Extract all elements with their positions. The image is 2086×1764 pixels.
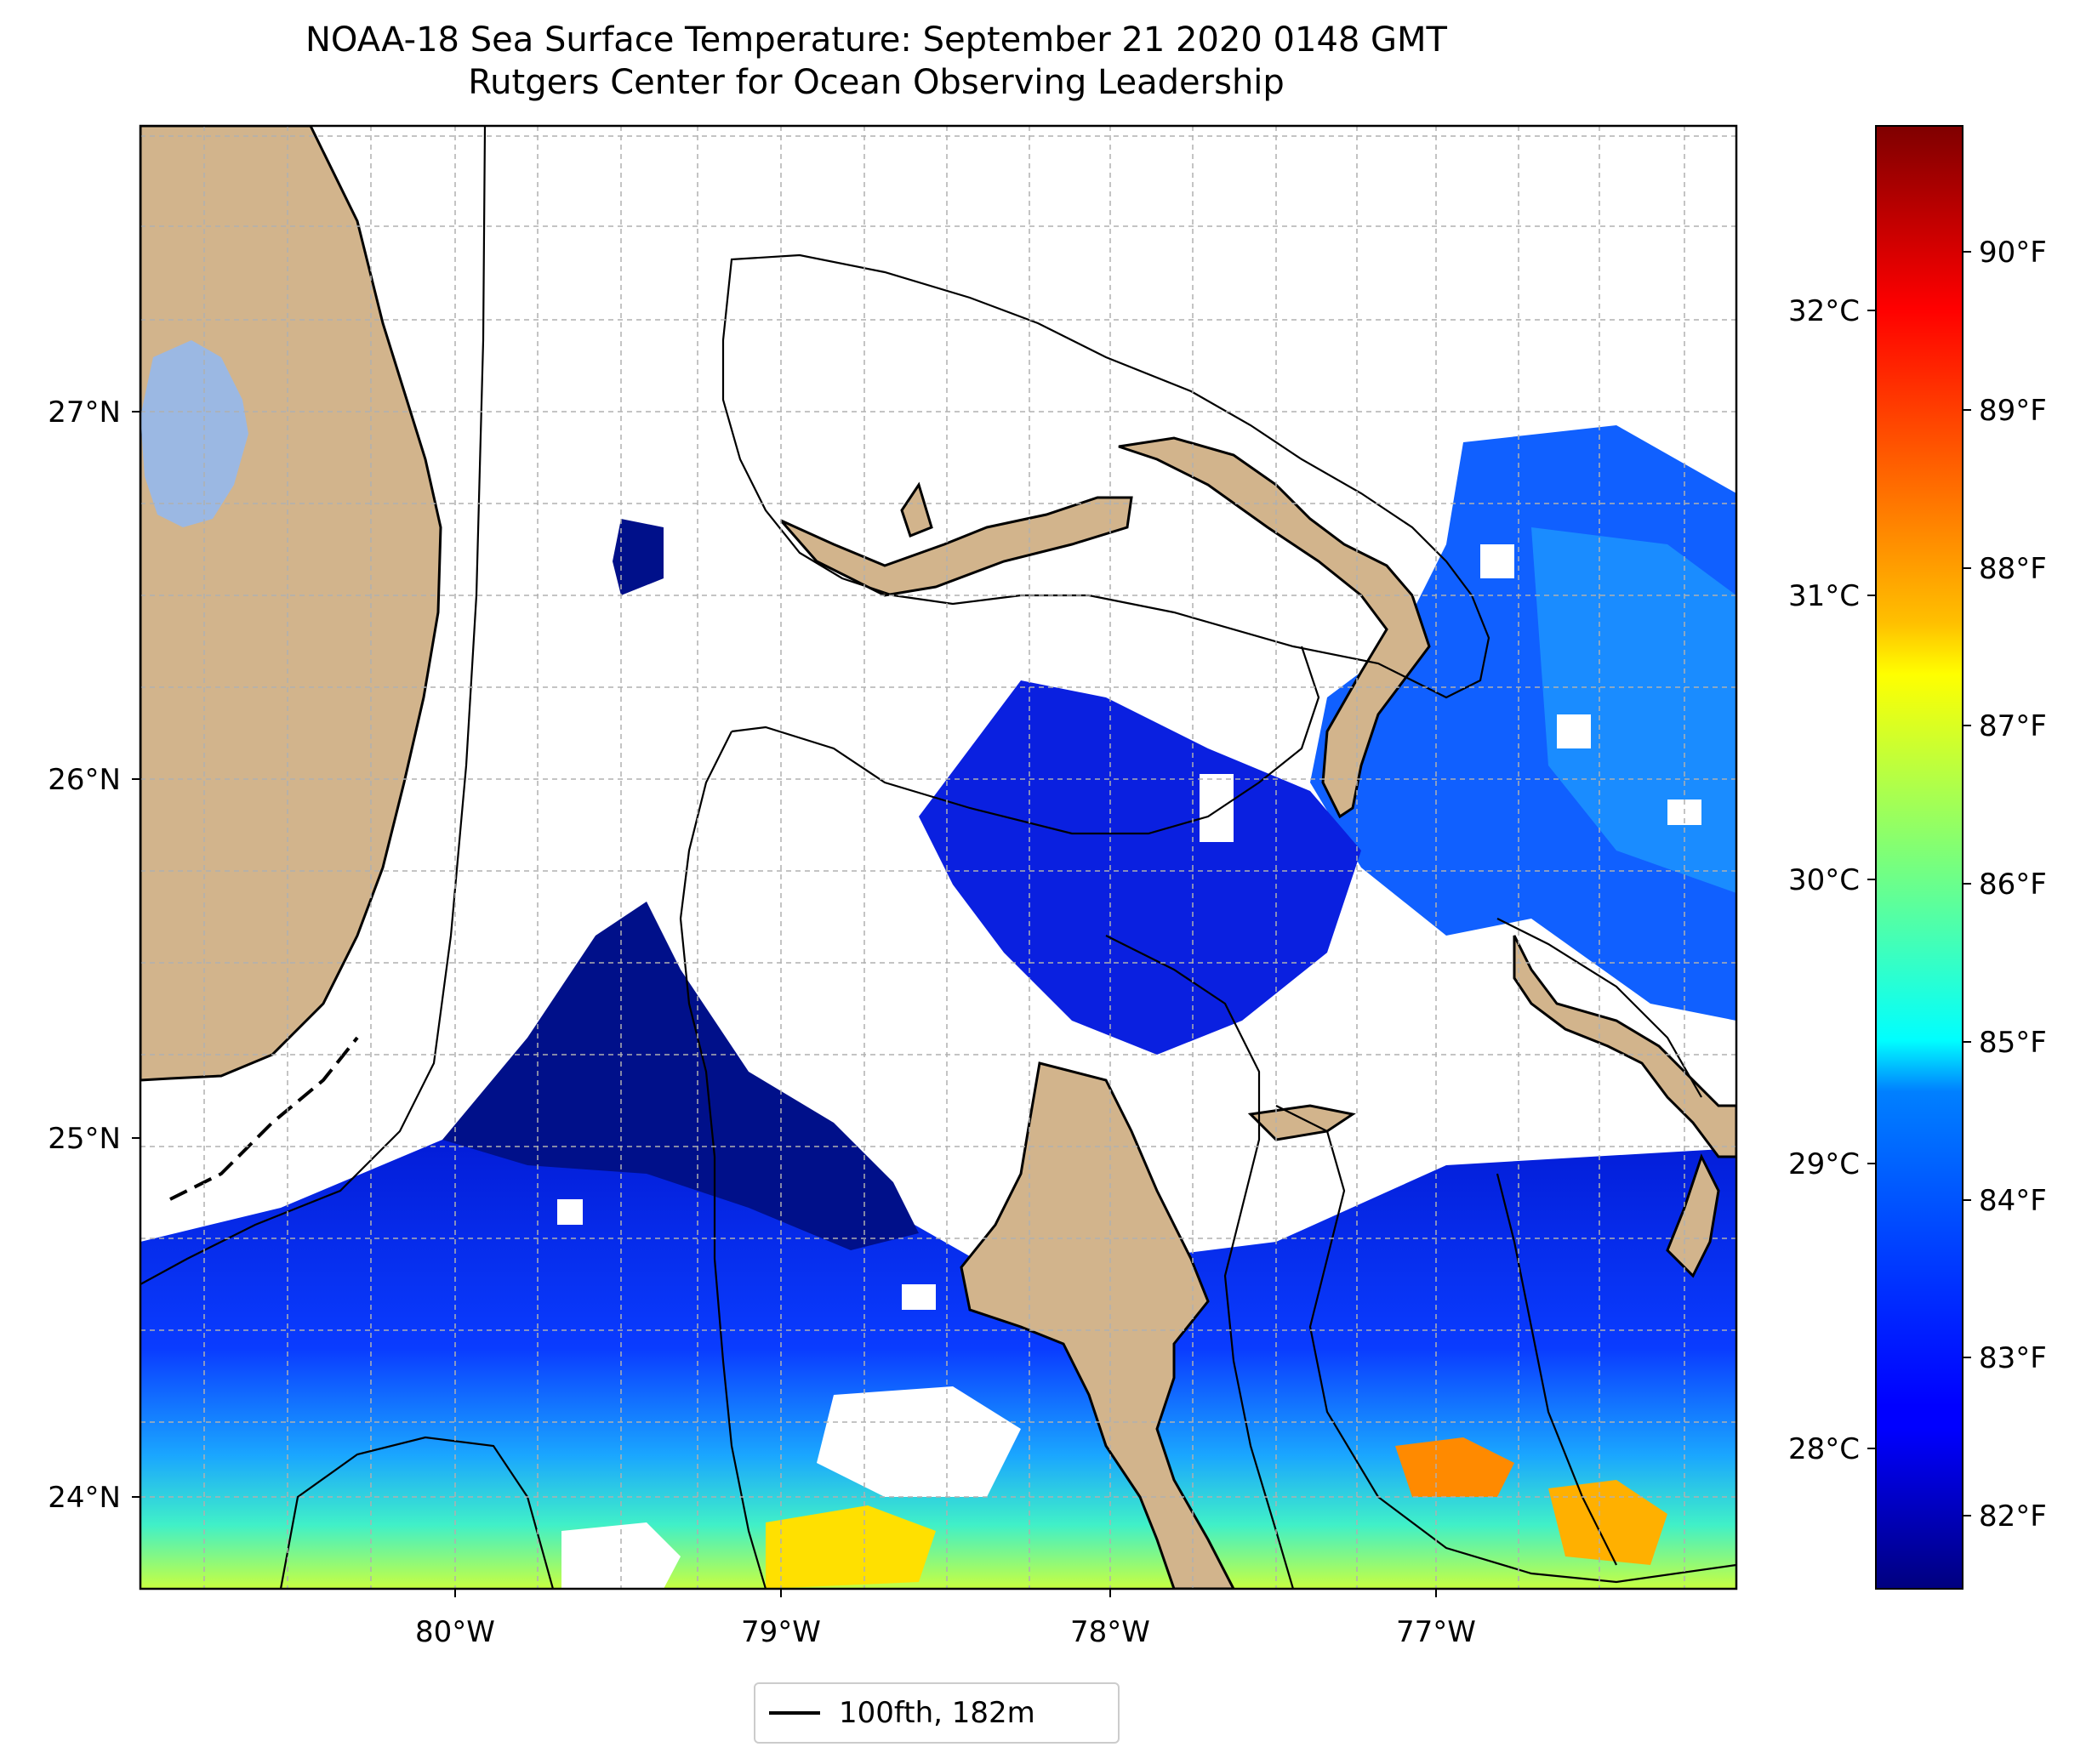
fahrenheit-label-90: 90°F — [1979, 236, 2047, 270]
colorbar — [1875, 125, 1963, 1590]
legend-label: 100fth, 182m — [839, 1696, 1035, 1730]
lon-label-78: 78°W — [1070, 1615, 1150, 1649]
sst-northern-blob — [613, 519, 664, 595]
celsius-label-31: 31°C — [1788, 579, 1860, 613]
map-panel — [140, 126, 1736, 1589]
fahrenheit-label-82: 82°F — [1979, 1499, 2047, 1534]
map-frame — [139, 124, 1738, 1590]
isobath-legend: 100fth, 182m — [754, 1682, 1120, 1744]
title-line-1: NOAA-18 Sea Surface Temperature: Septemb… — [305, 20, 1447, 60]
fahrenheit-label-85: 85°F — [1979, 1026, 2047, 1060]
lon-label-79: 79°W — [741, 1615, 821, 1649]
sst-warm-spot-east — [1395, 1437, 1514, 1497]
lat-label-26: 26°N — [48, 763, 121, 797]
lat-label-24: 24°N — [48, 1481, 121, 1515]
grand-bahama-eastend — [900, 481, 933, 538]
lat-label-25: 25°N — [48, 1122, 121, 1156]
florida-keys — [169, 1036, 359, 1201]
axis-ticks — [132, 411, 1437, 1597]
eleuthera-island — [1513, 935, 1736, 1158]
fahrenheit-label-87: 87°F — [1979, 709, 2047, 743]
celsius-label-29: 29°C — [1788, 1147, 1860, 1181]
fahrenheit-label-88: 88°F — [1979, 552, 2047, 586]
celsius-ticks — [1867, 310, 1876, 1449]
lat-label-27: 27°N — [48, 395, 121, 430]
celsius-label-30: 30°C — [1788, 863, 1860, 897]
lake-okeechobee — [140, 340, 248, 527]
abaco-island — [1118, 436, 1431, 819]
lon-label-77: 77°W — [1396, 1615, 1476, 1649]
fahrenheit-label-86: 86°F — [1979, 868, 2047, 902]
celsius-label-28: 28°C — [1788, 1432, 1860, 1466]
sst-warm-spot-southeast — [1548, 1480, 1667, 1565]
sst-southern-band — [140, 1055, 1736, 1589]
fahrenheit-label-84: 84°F — [1979, 1184, 2047, 1218]
sst-straits-cold-patch — [442, 902, 919, 1250]
fahrenheit-label-89: 89°F — [1979, 394, 2047, 428]
lon-label-80: 80°W — [415, 1615, 495, 1649]
fahrenheit-ticks — [1963, 251, 1971, 1516]
fahrenheit-label-83: 83°F — [1979, 1341, 2047, 1375]
gridlines — [140, 126, 1736, 1589]
map-title: NOAA-18 Sea Surface Temperature: Septemb… — [136, 19, 1616, 104]
cat-island — [1666, 1153, 1720, 1278]
celsius-label-32: 32°C — [1788, 294, 1860, 328]
sst-warm-spot-south — [766, 1505, 936, 1589]
legend-line-swatch — [769, 1711, 820, 1715]
title-line-2: Rutgers Center for Ocean Observing Leade… — [468, 63, 1285, 102]
